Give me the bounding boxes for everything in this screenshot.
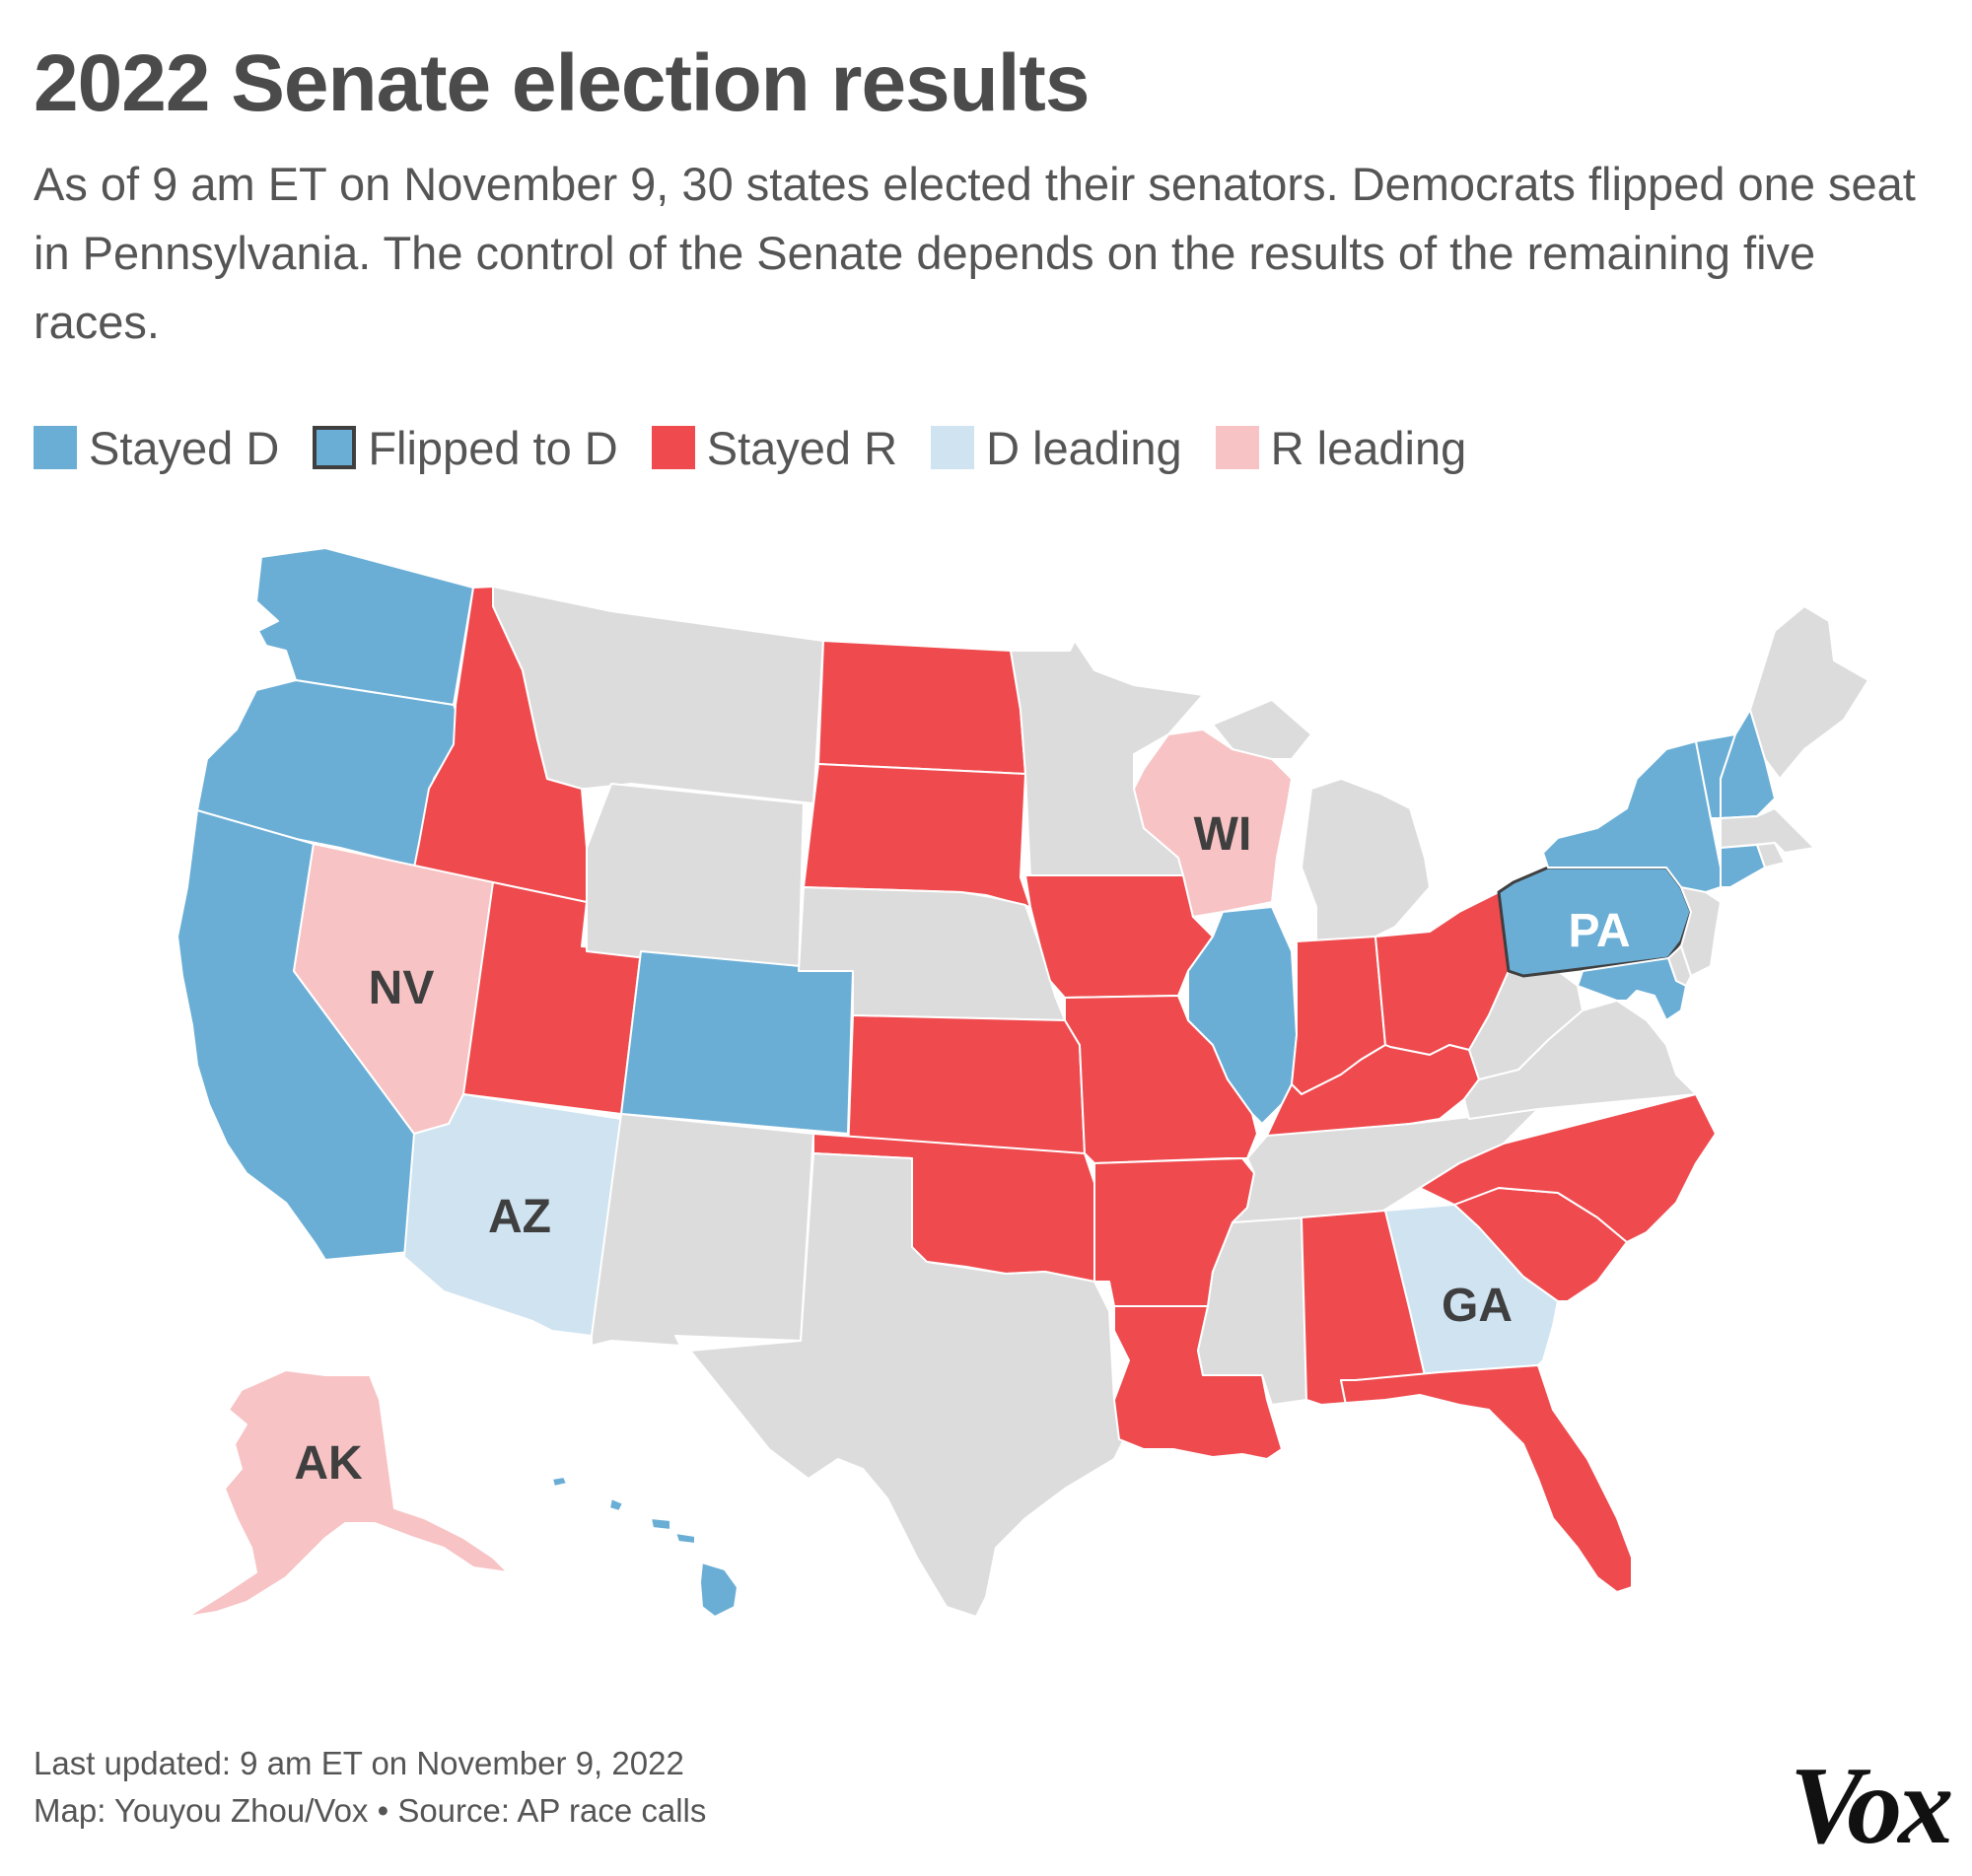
legend-label: D leading bbox=[986, 421, 1182, 474]
state-wy bbox=[586, 783, 805, 977]
legend: Stayed D Flipped to D Stayed R D leading… bbox=[34, 418, 1500, 477]
footer-updated: Last updated: 9 am ET on November 9, 202… bbox=[34, 1745, 684, 1781]
state-ny bbox=[1542, 740, 1722, 913]
legend-swatch-flipped-d bbox=[313, 426, 357, 469]
label-pa: PA bbox=[1568, 905, 1630, 957]
state-md bbox=[1577, 957, 1687, 1021]
state-ia bbox=[1024, 874, 1214, 999]
state-ct bbox=[1720, 844, 1766, 888]
legend-label: Flipped to D bbox=[368, 421, 618, 474]
legend-swatch-d-leading bbox=[931, 426, 975, 469]
state-wi bbox=[1133, 729, 1293, 918]
us-senate-map: WI NV PA AZ GA AK bbox=[176, 547, 1869, 1618]
map-title: 2022 Senate election results bbox=[34, 38, 1090, 128]
footer-credit: Map: Youyou Zhou/Vox • Source: AP race c… bbox=[34, 1792, 707, 1829]
state-sd bbox=[803, 763, 1031, 908]
legend-item-flipped-d: Flipped to D bbox=[313, 421, 618, 475]
legend-swatch-stayed-d bbox=[34, 426, 77, 469]
state-tx bbox=[689, 1152, 1130, 1618]
label-az: AZ bbox=[488, 1191, 551, 1243]
legend-item-d-leading: D leading bbox=[931, 421, 1182, 475]
legend-label: R leading bbox=[1270, 421, 1467, 474]
vox-logo: Vox bbox=[1790, 1745, 1953, 1867]
state-ne bbox=[798, 886, 1066, 1021]
legend-item-r-leading: R leading bbox=[1215, 421, 1467, 475]
state-me bbox=[1749, 605, 1869, 780]
legend-label: Stayed D bbox=[89, 421, 280, 474]
state-ks bbox=[847, 1014, 1086, 1154]
state-hi bbox=[551, 1476, 739, 1618]
state-mn bbox=[1010, 640, 1204, 878]
legend-item-stayed-r: Stayed R bbox=[651, 421, 898, 475]
state-nd bbox=[817, 640, 1026, 775]
legend-swatch-r-leading bbox=[1215, 426, 1259, 469]
label-nv: NV bbox=[369, 962, 435, 1014]
label-wi: WI bbox=[1194, 808, 1252, 861]
state-nc bbox=[1419, 1093, 1717, 1243]
state-mt bbox=[492, 586, 824, 804]
legend-swatch-stayed-r bbox=[651, 426, 695, 469]
legend-label: Stayed R bbox=[706, 421, 898, 474]
state-il bbox=[1187, 906, 1298, 1125]
state-nm bbox=[591, 1113, 814, 1347]
state-fl bbox=[1320, 1364, 1633, 1593]
label-ga: GA bbox=[1442, 1280, 1513, 1332]
map-subtitle: As of 9 am ET on November 9, 30 states e… bbox=[34, 158, 1916, 348]
state-nj bbox=[1680, 886, 1722, 977]
state-mi bbox=[1212, 699, 1431, 942]
state-co bbox=[620, 950, 854, 1135]
label-ak: AK bbox=[294, 1437, 363, 1490]
legend-item-stayed-d: Stayed D bbox=[34, 421, 279, 475]
state-ak bbox=[186, 1369, 509, 1618]
